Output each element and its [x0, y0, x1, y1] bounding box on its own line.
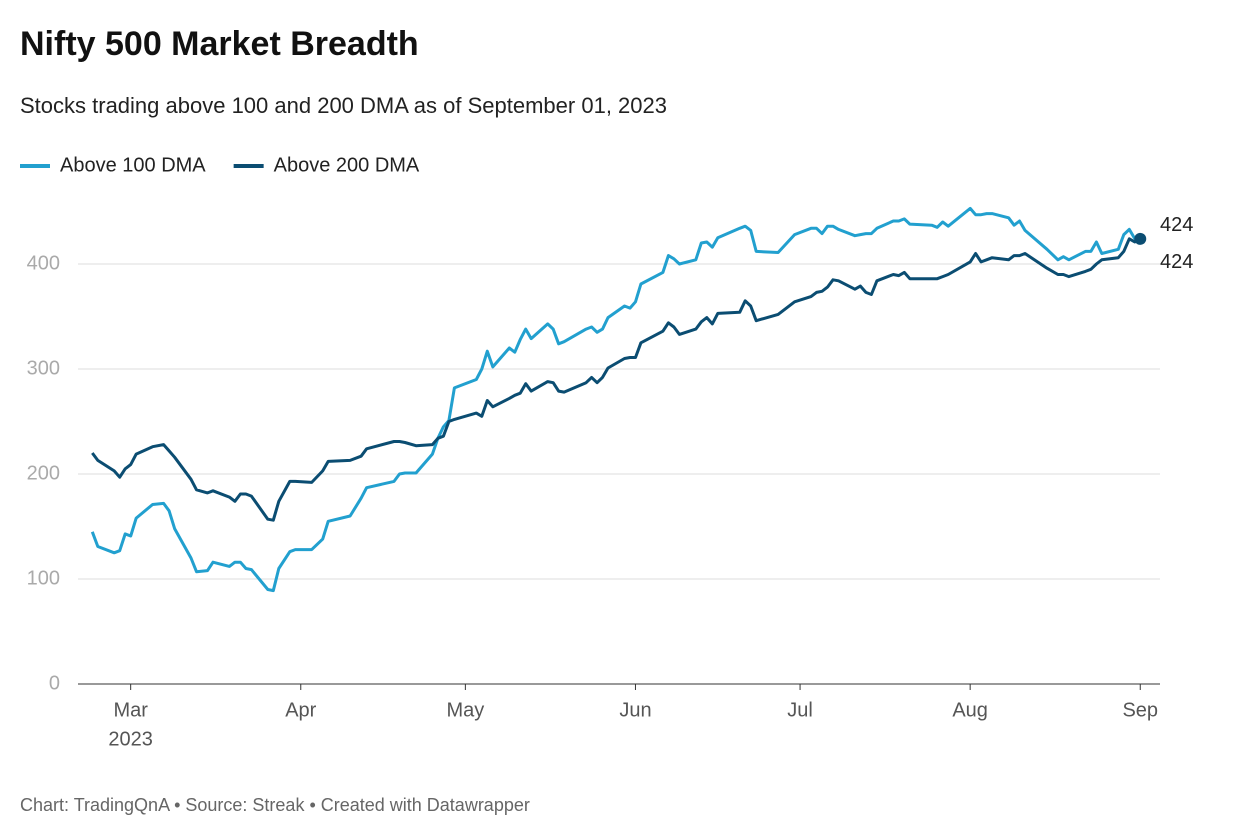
legend-label: Above 100 DMA	[60, 154, 206, 176]
y-tick-label: 200	[27, 462, 60, 484]
chart-footer: Chart: TradingQnA • Source: Streak • Cre…	[20, 795, 530, 815]
y-tick-label: 300	[27, 357, 60, 379]
x-tick-label: Sep	[1122, 699, 1158, 721]
x-year-label: 2023	[108, 728, 153, 750]
end-label: 424	[1160, 214, 1193, 236]
series-line	[90, 206, 1141, 593]
series-line	[91, 237, 1141, 522]
y-tick-label: 100	[27, 567, 60, 589]
end-dot	[1134, 232, 1147, 245]
x-tick-label: Mar	[113, 699, 148, 721]
x-tick-label: Aug	[952, 699, 988, 721]
chart-title: Nifty 500 Market Breadth	[20, 25, 419, 63]
y-tick-label: 0	[49, 672, 60, 694]
x-tick-label: May	[446, 699, 484, 721]
legend-label: Above 200 DMA	[274, 154, 420, 176]
end-label: 424	[1160, 251, 1193, 273]
x-tick-label: Jun	[619, 699, 651, 721]
chart-subtitle: Stocks trading above 100 and 200 DMA as …	[20, 93, 667, 118]
y-tick-label: 400	[27, 252, 60, 274]
x-tick-label: Jul	[787, 699, 813, 721]
x-tick-label: Apr	[285, 699, 316, 721]
